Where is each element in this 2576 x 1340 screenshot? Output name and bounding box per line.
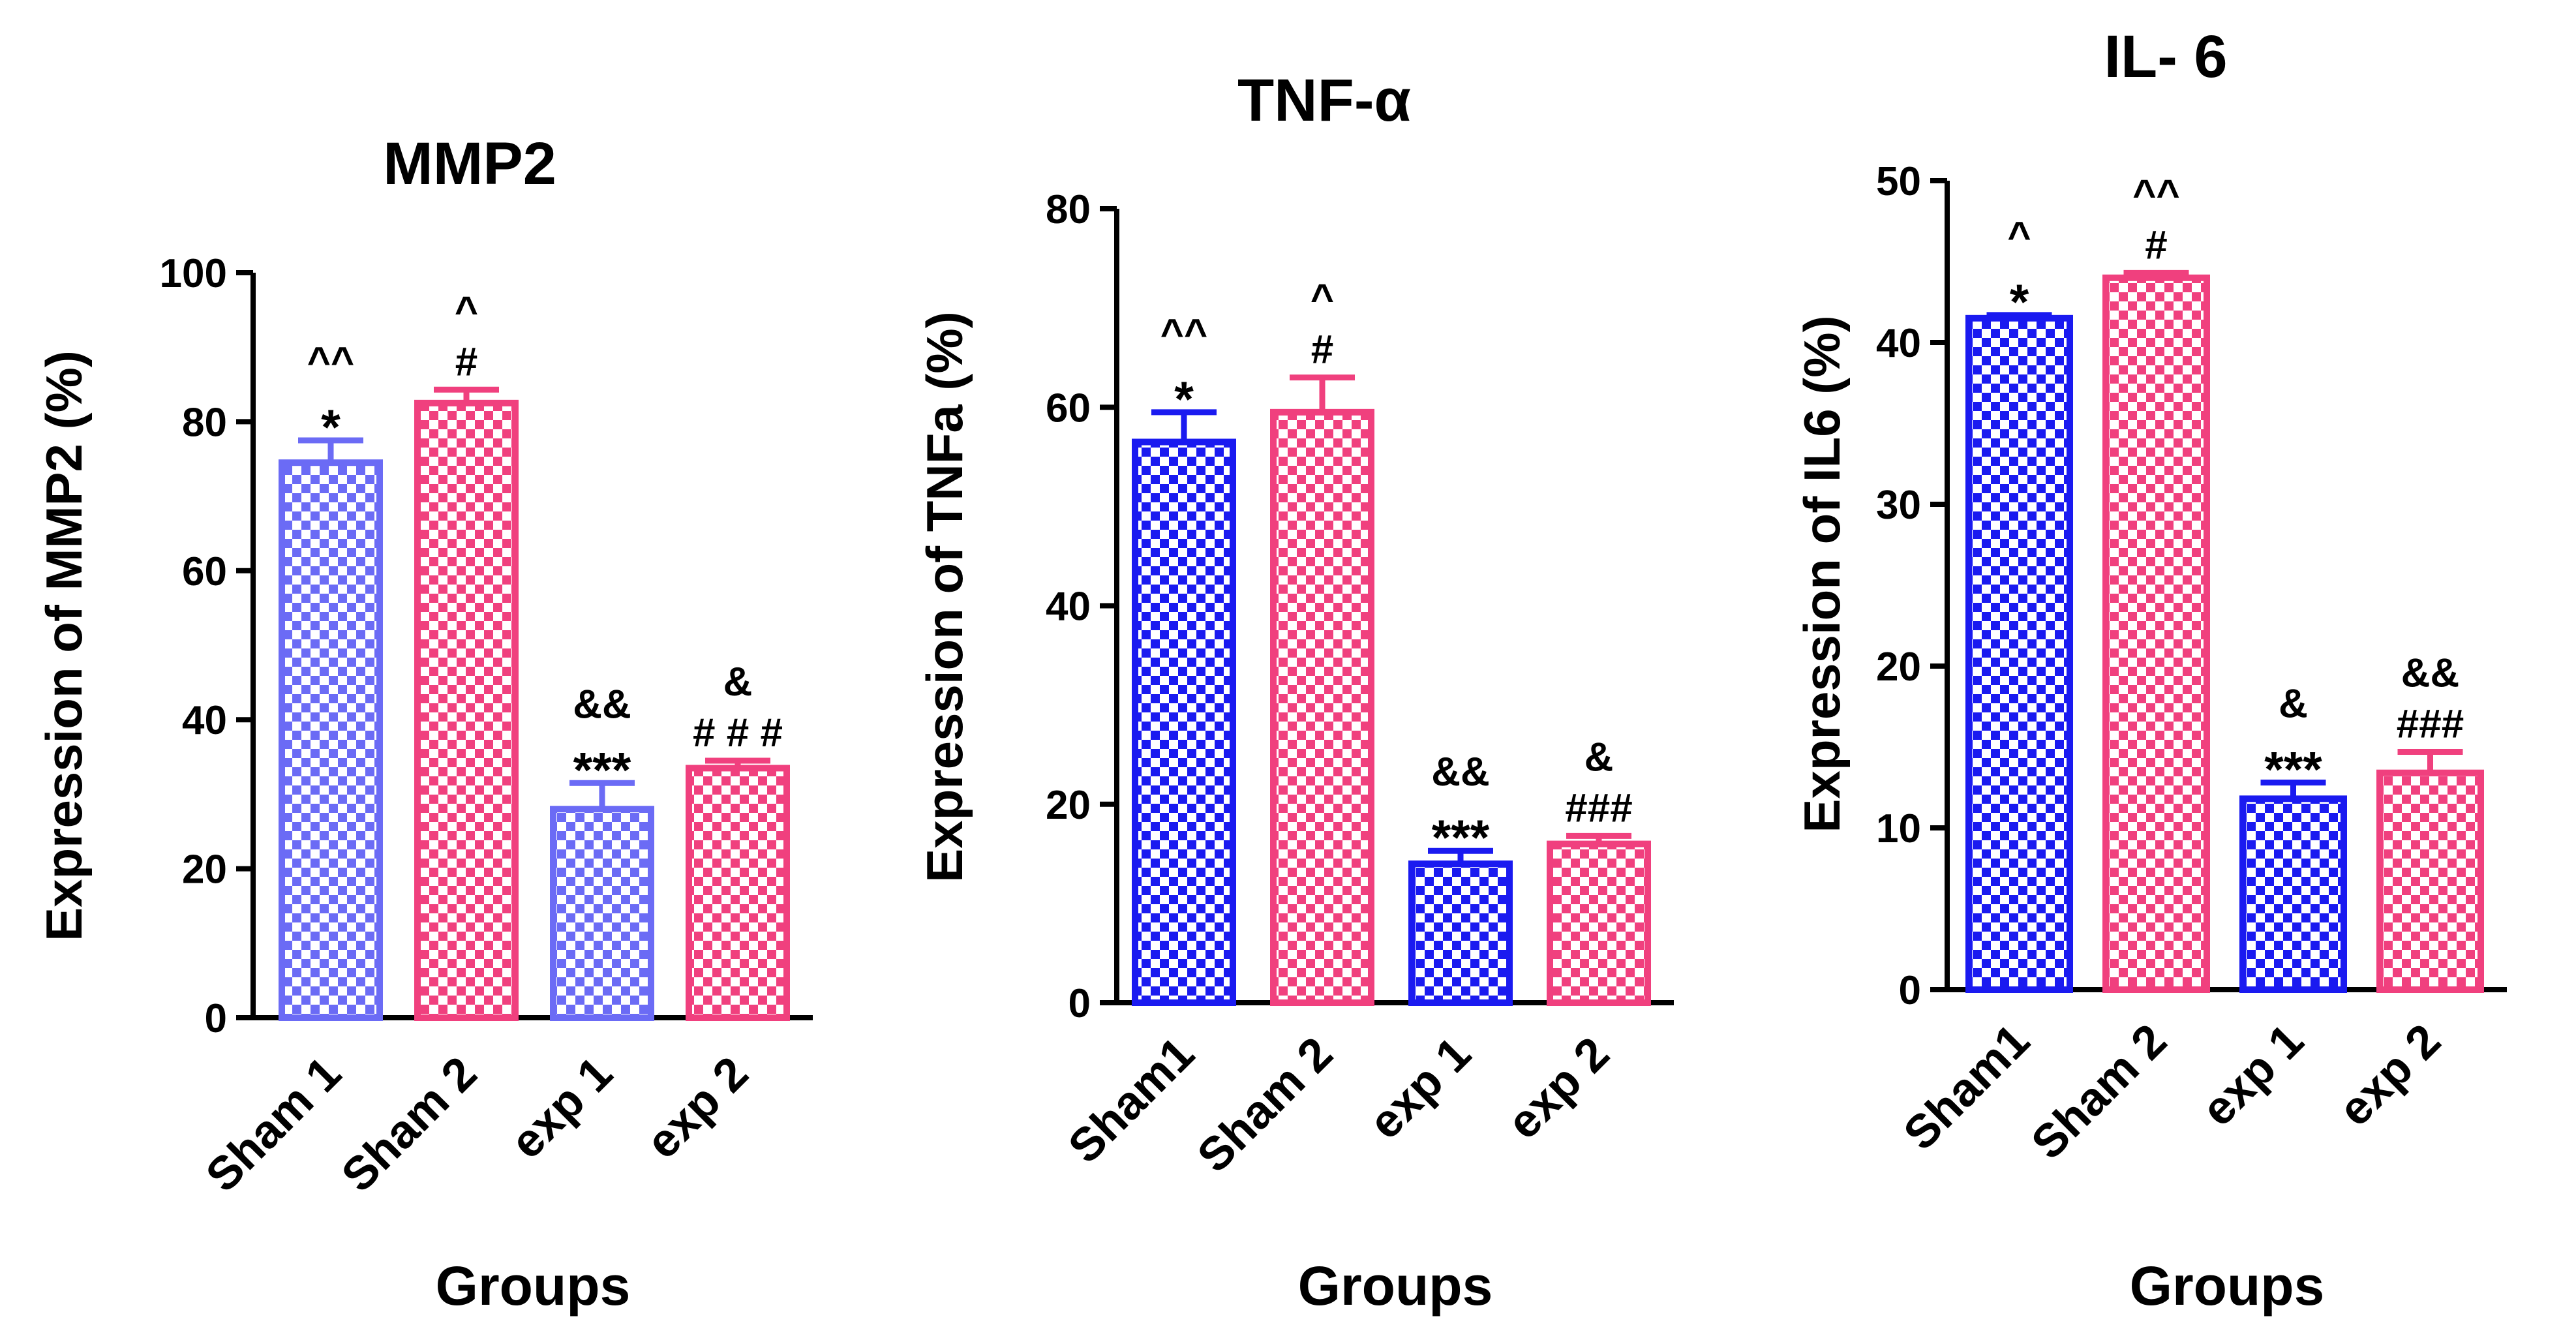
significance-label: ^ (2007, 214, 2031, 259)
bar (414, 399, 519, 1021)
bar (686, 765, 790, 1022)
chart-title: IL- 6 (2104, 23, 2227, 90)
significance-label: * (321, 400, 341, 455)
significance-label: * (1174, 372, 1194, 427)
y-tick-label: 30 (1876, 483, 1921, 528)
category-label: Sham1 (1059, 1028, 1205, 1174)
chart-panel-3: IL- 6 0 10 20 30 40 50 Expression of IL6 (%) * ^ S… (1793, 23, 2507, 1317)
bar (1132, 438, 1236, 1006)
category-label: Sham 2 (1188, 1028, 1343, 1183)
category-label: Sham 2 (332, 1047, 487, 1202)
x-axis-title: Groups (436, 1255, 631, 1317)
y-tick-label: 60 (1046, 386, 1091, 431)
y-tick-label: 80 (182, 400, 227, 445)
y-tick-label: 20 (1876, 645, 1921, 690)
y-tick-label: 0 (1899, 968, 1921, 1013)
bar (550, 806, 654, 1021)
category-label: Sham 1 (196, 1047, 352, 1202)
chart-title: TNF-α (1237, 67, 1411, 134)
category-label: Sham 2 (2022, 1014, 2177, 1170)
significance-label: ^ (1311, 277, 1334, 322)
significance-label: # (1311, 327, 1333, 373)
y-tick-label: 80 (1046, 187, 1091, 232)
significance-label: *** (1432, 810, 1490, 866)
y-tick-label: 100 (160, 251, 227, 296)
significance-label: && (573, 682, 631, 727)
significance-label: & (2279, 682, 2308, 727)
y-tick-label: 20 (182, 847, 227, 892)
bar (2102, 274, 2210, 993)
significance-label: # (2145, 222, 2167, 267)
x-axis-title: Groups (1298, 1255, 1493, 1317)
bar (2376, 769, 2484, 994)
y-axis-title: Expression of IL6 (%) (1793, 315, 1851, 832)
category-label: exp 2 (2329, 1014, 2451, 1136)
bar (1408, 860, 1513, 1007)
significance-label: * (2010, 275, 2029, 330)
significance-label: && (1431, 750, 1490, 795)
bar (279, 459, 383, 1021)
bar (1547, 840, 1651, 1006)
y-tick-label: 20 (1046, 783, 1091, 828)
y-tick-label: 40 (1876, 321, 1921, 366)
y-tick-label: 50 (1876, 159, 1921, 204)
y-tick-label: 0 (1068, 981, 1091, 1026)
significance-label: & (1584, 735, 1614, 780)
significance-label: ^^ (2132, 172, 2179, 217)
significance-label: ### (2397, 701, 2464, 746)
category-label: exp 1 (501, 1047, 623, 1169)
significance-label: *** (2264, 742, 2322, 798)
y-tick-label: 60 (182, 549, 227, 594)
category-label: exp 2 (1498, 1028, 1620, 1150)
significance-label: ^ (455, 288, 478, 333)
significance-label: ^^ (1160, 311, 1207, 356)
significance-label: ### (1565, 785, 1632, 830)
bar (1965, 314, 2073, 993)
significance-label: & (723, 660, 753, 705)
y-tick-label: 0 (205, 996, 227, 1041)
chart-panel-1: MMP2 0 20 40 60 80 100 Expression of MMP2 (%) * ^… (35, 130, 813, 1317)
significance-label: # # # (693, 710, 783, 755)
category-label: exp 2 (637, 1047, 759, 1169)
bar (1270, 408, 1374, 1006)
significance-label: *** (573, 742, 631, 798)
x-axis-title: Groups (2130, 1255, 2325, 1317)
y-axis-title: Expression of TNFa (%) (916, 311, 973, 882)
significance-label: # (455, 339, 477, 384)
significance-label: ^^ (307, 339, 354, 384)
chart-title: MMP2 (383, 130, 556, 197)
chart-panel-2: TNF-α 0 20 40 60 80 Expression of TNFa (%) * ^^ S… (916, 67, 1674, 1317)
category-label: Sham1 (1894, 1014, 2040, 1161)
y-tick-label: 10 (1876, 806, 1921, 851)
category-label: exp 1 (1359, 1028, 1481, 1150)
y-axis-title: Expression of MMP2 (%) (35, 350, 93, 941)
y-tick-label: 40 (1046, 585, 1091, 630)
significance-label: && (2401, 650, 2460, 695)
bar (2239, 795, 2347, 993)
y-tick-label: 40 (182, 698, 227, 743)
category-label: exp 1 (2192, 1014, 2314, 1136)
